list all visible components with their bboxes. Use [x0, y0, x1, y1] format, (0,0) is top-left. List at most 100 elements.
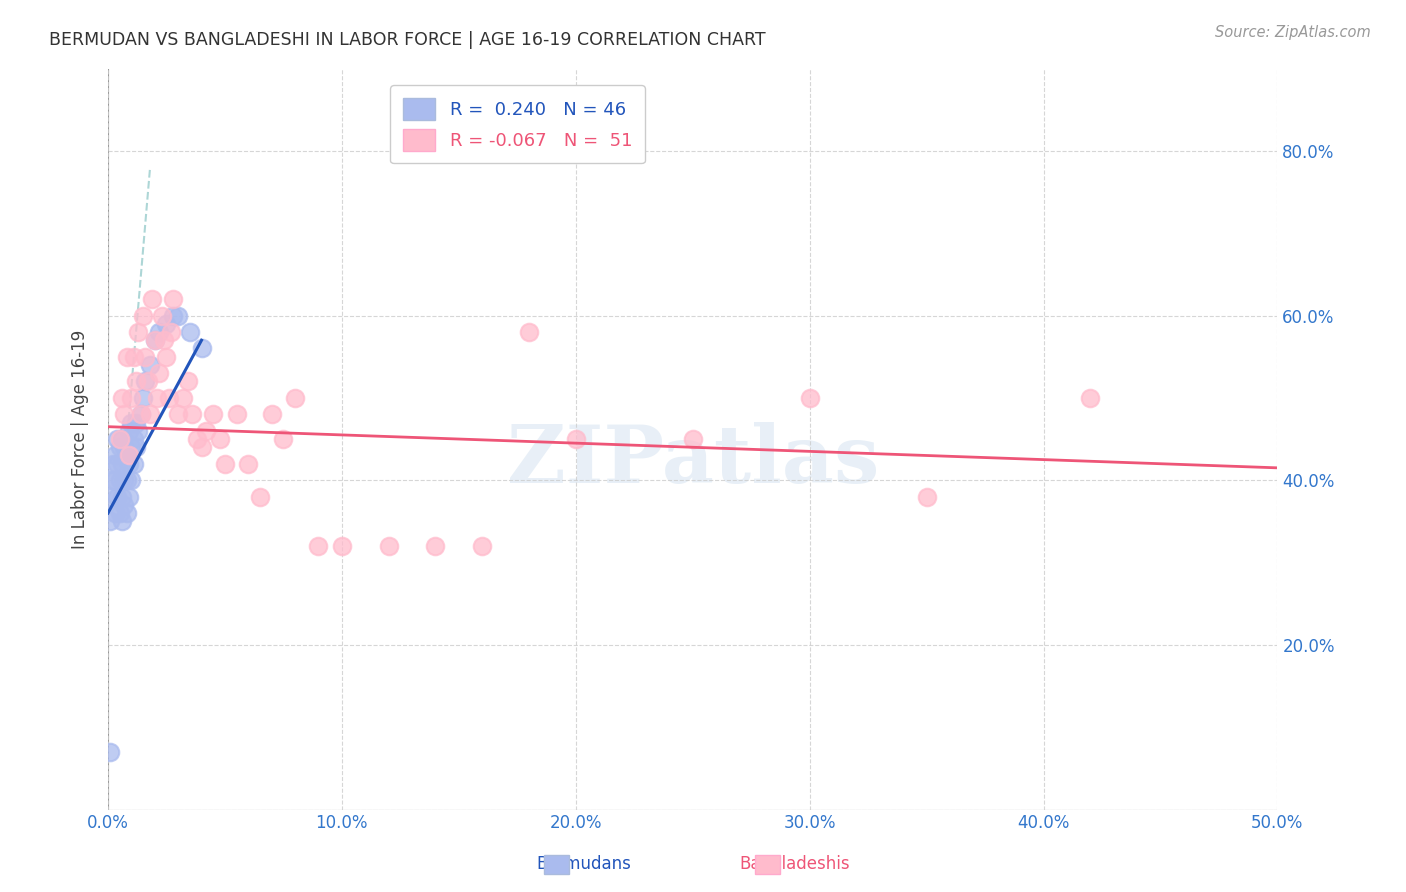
Point — [118, 490, 141, 504]
Point — [118, 424, 141, 438]
Point — [284, 391, 307, 405]
Point — [330, 539, 353, 553]
Point — [108, 473, 131, 487]
Point — [125, 416, 148, 430]
Point — [377, 539, 399, 553]
Point — [153, 333, 176, 347]
Point — [108, 440, 131, 454]
Point — [111, 391, 134, 405]
Y-axis label: In Labor Force | Age 16-19: In Labor Force | Age 16-19 — [72, 329, 89, 549]
Point — [112, 498, 135, 512]
Point — [104, 473, 127, 487]
Point — [148, 366, 170, 380]
Point — [139, 358, 162, 372]
Text: ZIPatlas: ZIPatlas — [506, 422, 879, 500]
Point — [101, 457, 124, 471]
Point — [143, 333, 166, 347]
Point — [105, 490, 128, 504]
Point — [155, 317, 177, 331]
Point — [122, 457, 145, 471]
Point — [150, 309, 173, 323]
Point — [120, 440, 142, 454]
Point — [143, 333, 166, 347]
Point — [141, 292, 163, 306]
Point — [167, 407, 190, 421]
Point — [209, 432, 232, 446]
Point — [125, 375, 148, 389]
Text: Source: ZipAtlas.com: Source: ZipAtlas.com — [1215, 25, 1371, 40]
Point — [111, 432, 134, 446]
Point — [136, 375, 159, 389]
Point — [157, 391, 180, 405]
Point — [190, 342, 212, 356]
Point — [238, 457, 260, 471]
Point — [202, 407, 225, 421]
Point — [181, 407, 204, 421]
Point — [105, 432, 128, 446]
Point — [799, 391, 821, 405]
Point — [167, 309, 190, 323]
Point — [129, 407, 152, 421]
Point — [120, 391, 142, 405]
Point — [134, 375, 156, 389]
Point — [118, 457, 141, 471]
Point — [260, 407, 283, 421]
Point — [176, 375, 198, 389]
Point — [682, 432, 704, 446]
Point — [101, 473, 124, 487]
Point — [112, 473, 135, 487]
Point — [273, 432, 295, 446]
Point — [108, 506, 131, 520]
Point — [127, 424, 149, 438]
Point — [225, 407, 247, 421]
Point — [127, 325, 149, 339]
Point — [122, 350, 145, 364]
Point — [139, 407, 162, 421]
Point — [179, 325, 201, 339]
Point — [118, 449, 141, 463]
Point — [915, 490, 938, 504]
Point — [111, 514, 134, 528]
Point — [146, 391, 169, 405]
Point — [122, 432, 145, 446]
Point — [98, 514, 121, 528]
Point — [115, 473, 138, 487]
Point — [172, 391, 194, 405]
Point — [104, 449, 127, 463]
Point — [1078, 391, 1101, 405]
Point — [517, 325, 540, 339]
Point — [129, 407, 152, 421]
Point — [111, 457, 134, 471]
Point — [186, 432, 208, 446]
Point — [115, 350, 138, 364]
Point — [125, 440, 148, 454]
Point — [115, 506, 138, 520]
Point — [98, 490, 121, 504]
Legend: R =  0.240   N = 46, R = -0.067   N =  51: R = 0.240 N = 46, R = -0.067 N = 51 — [389, 85, 644, 163]
Point — [105, 457, 128, 471]
Point — [111, 490, 134, 504]
Text: BERMUDAN VS BANGLADESHI IN LABOR FORCE | AGE 16-19 CORRELATION CHART: BERMUDAN VS BANGLADESHI IN LABOR FORCE |… — [49, 31, 766, 49]
Point — [115, 449, 138, 463]
Point — [308, 539, 330, 553]
Point — [112, 407, 135, 421]
Point — [214, 457, 236, 471]
Point — [160, 325, 183, 339]
Point — [564, 432, 586, 446]
Point — [104, 506, 127, 520]
Point — [195, 424, 218, 438]
Point — [112, 440, 135, 454]
Point — [425, 539, 447, 553]
Text: Bangladeshis: Bangladeshis — [740, 855, 849, 873]
Point — [162, 309, 184, 323]
Text: Bermudans: Bermudans — [536, 855, 631, 873]
Point — [471, 539, 494, 553]
Point — [132, 309, 155, 323]
Point — [120, 473, 142, 487]
Point — [134, 350, 156, 364]
Point — [249, 490, 271, 504]
Point — [155, 350, 177, 364]
Point — [98, 745, 121, 759]
Point — [148, 325, 170, 339]
Point — [108, 432, 131, 446]
